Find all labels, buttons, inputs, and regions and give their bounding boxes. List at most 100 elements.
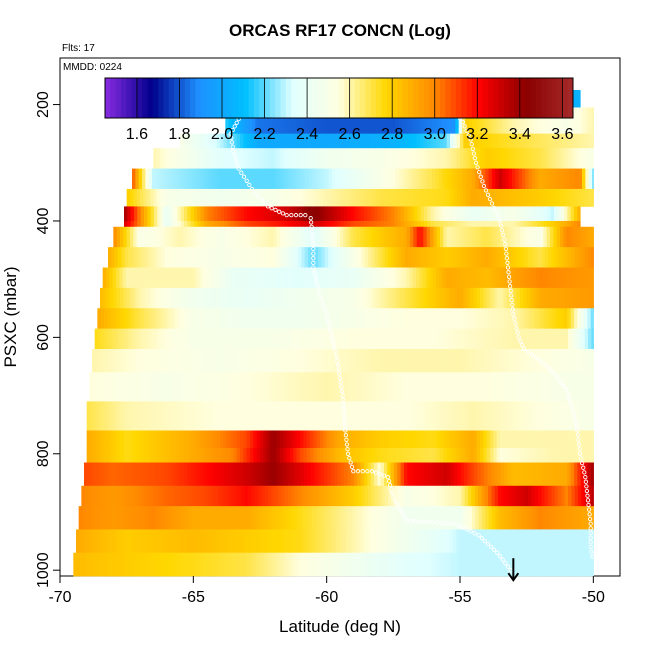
heatmap-cell bbox=[535, 107, 540, 135]
heatmap-cell bbox=[410, 226, 414, 248]
heatmap-cell bbox=[546, 552, 551, 577]
heatmap-cell bbox=[216, 529, 220, 554]
heatmap-cell bbox=[196, 401, 201, 431]
heatmap-cell bbox=[183, 430, 188, 449]
heatmap-cell bbox=[516, 372, 520, 402]
heatmap-cell bbox=[281, 247, 286, 268]
heatmap-cell bbox=[544, 328, 549, 350]
heatmap-cell bbox=[536, 552, 541, 577]
heatmap-cell bbox=[280, 447, 284, 463]
heatmap-cell bbox=[427, 206, 432, 222]
heatmap-cell bbox=[430, 226, 434, 248]
heatmap-cell bbox=[190, 308, 195, 330]
colorbar-swatch bbox=[163, 78, 170, 118]
heatmap-cell bbox=[242, 107, 246, 135]
heatmap-cell bbox=[548, 247, 552, 268]
heatmap-cell bbox=[100, 430, 104, 449]
colorbar-swatch bbox=[557, 78, 563, 118]
heatmap-cell bbox=[592, 529, 594, 554]
heatmap-cell bbox=[378, 506, 383, 530]
heatmap-cell bbox=[335, 168, 340, 190]
heatmap-cell bbox=[219, 529, 224, 554]
heatmap-cell bbox=[306, 372, 310, 402]
heatmap-cell bbox=[86, 529, 90, 554]
heatmap-cell bbox=[336, 148, 341, 169]
heatmap-cell bbox=[152, 267, 157, 289]
heatmap-cell bbox=[199, 372, 204, 402]
heatmap-cell bbox=[242, 267, 247, 289]
heatmap-cell bbox=[156, 447, 161, 463]
heatmap-cell bbox=[466, 226, 471, 248]
heatmap-cell bbox=[134, 485, 139, 507]
heatmap-cell bbox=[463, 287, 468, 309]
heatmap-cell bbox=[460, 552, 464, 577]
heatmap-cell bbox=[470, 188, 474, 207]
track-point bbox=[567, 396, 572, 401]
heatmap-cell bbox=[370, 148, 374, 169]
heatmap-cell bbox=[163, 148, 168, 169]
heatmap-cell bbox=[326, 188, 331, 207]
heatmap-cell bbox=[278, 168, 283, 190]
heatmap-cell bbox=[400, 206, 405, 222]
colorbar-swatch bbox=[418, 78, 425, 118]
heatmap-cell bbox=[136, 552, 141, 577]
heatmap-cell bbox=[230, 226, 234, 248]
heatmap-cell bbox=[382, 349, 386, 373]
heatmap-cell bbox=[90, 430, 94, 449]
heatmap-cell bbox=[339, 267, 344, 289]
heatmap-cell bbox=[588, 506, 593, 530]
heatmap-cell bbox=[490, 188, 494, 207]
heatmap-cell bbox=[223, 148, 228, 169]
heatmap-cell bbox=[334, 462, 338, 487]
heatmap-cell bbox=[499, 267, 504, 289]
heatmap-cell bbox=[179, 372, 184, 402]
heatmap-cell bbox=[386, 287, 391, 309]
heatmap-cell bbox=[360, 401, 364, 431]
heatmap-cell bbox=[538, 506, 543, 530]
heatmap-cell bbox=[392, 267, 397, 289]
heatmap-cell bbox=[384, 247, 389, 268]
heatmap-cell bbox=[488, 107, 493, 135]
heatmap-cell bbox=[471, 328, 476, 350]
heatmap-cell bbox=[526, 401, 531, 431]
heatmap-cell bbox=[380, 220, 385, 228]
heatmap-cell bbox=[272, 267, 277, 289]
heatmap-cell bbox=[514, 485, 519, 507]
heatmap-cell bbox=[260, 148, 264, 169]
heatmap-cell bbox=[394, 220, 398, 228]
heatmap-cell bbox=[360, 552, 364, 577]
heatmap-cell bbox=[196, 372, 200, 402]
heatmap-cell bbox=[552, 529, 557, 554]
heatmap-cell bbox=[342, 506, 346, 530]
heatmap-cell bbox=[528, 107, 533, 135]
heatmap-cell bbox=[494, 308, 498, 330]
heatmap-cell bbox=[501, 485, 506, 507]
heatmap-cell bbox=[160, 148, 164, 169]
heatmap-cell bbox=[311, 328, 316, 350]
heatmap-cell bbox=[565, 349, 570, 373]
heatmap-cell bbox=[552, 107, 556, 135]
heatmap-cell bbox=[495, 168, 500, 190]
heatmap-cell bbox=[193, 133, 198, 149]
heatmap-cell bbox=[433, 447, 438, 463]
heatmap-cell bbox=[130, 447, 134, 463]
heatmap-cell bbox=[396, 401, 401, 431]
heatmap-cell bbox=[446, 447, 451, 463]
heatmap-cell bbox=[344, 462, 348, 487]
heatmap-cell bbox=[96, 401, 101, 431]
colorbar-swatch bbox=[296, 78, 303, 118]
heatmap-cell bbox=[557, 462, 562, 487]
heatmap-cell bbox=[503, 226, 508, 248]
heatmap-cell bbox=[415, 168, 420, 190]
heatmap-cell bbox=[516, 287, 521, 309]
heatmap-cell bbox=[223, 287, 228, 309]
heatmap-cell bbox=[253, 430, 258, 449]
heatmap-cell bbox=[184, 247, 189, 268]
heatmap-cell bbox=[116, 267, 120, 289]
heatmap-cell bbox=[258, 328, 262, 350]
heatmap-cell bbox=[144, 485, 149, 507]
heatmap-cell bbox=[436, 188, 441, 207]
heatmap-cell bbox=[263, 226, 268, 248]
heatmap-cell bbox=[300, 220, 305, 228]
heatmap-cell bbox=[381, 247, 386, 268]
